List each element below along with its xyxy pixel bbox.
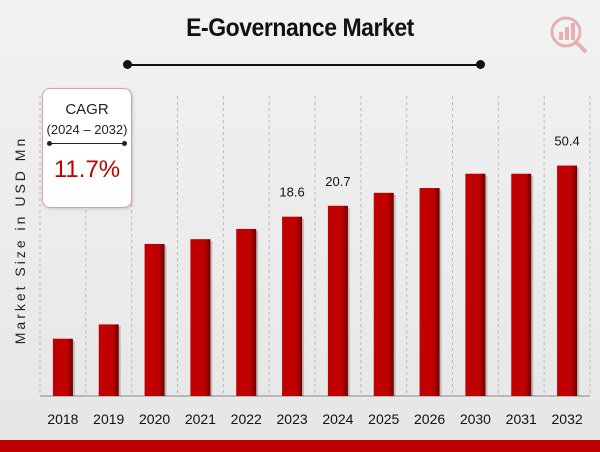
bar-2021 [190,239,211,396]
chart-title: E-Governance Market [186,14,414,42]
bar-2024 [327,205,348,396]
x-tick-label: 2020 [139,411,170,427]
brand-logo-icon [550,16,587,53]
data-label-2032: 50.4 [554,134,579,149]
x-tick-label: 2021 [185,411,216,427]
x-tick-label: 2019 [93,411,124,427]
cagr-period: (2024 – 2032) [46,122,128,137]
x-tick-label: 2018 [47,411,78,427]
x-tick-label: 2025 [368,411,399,427]
bar-2030 [465,173,486,396]
bar-2023 [282,216,303,396]
x-tick-label: 2030 [460,411,491,427]
cagr-value: 11.7% [53,156,121,183]
footer-band [0,440,600,452]
cagr-divider [47,141,127,146]
cagr-label: CAGR [65,101,109,118]
title-rule [127,64,481,66]
x-tick-label: 2032 [552,411,583,427]
bar-2025 [373,192,394,396]
bar-2031 [511,173,532,396]
bar-2019 [98,324,119,396]
x-tick-label: 2023 [277,411,308,427]
x-tick-label: 2026 [414,411,445,427]
bar-2026 [419,188,440,396]
cagr-callout: CAGR (2024 – 2032) 11.7% [42,88,132,208]
bar-2032 [557,165,578,396]
title-rule-right-dot [476,60,485,69]
bar-2020 [144,243,165,396]
x-tick-label: 2031 [506,411,537,427]
bar-2022 [236,228,257,396]
bar-chart: 2018 2019 2020 2021 2022 2023 18.6 2024 20.7 2025… [39,96,591,427]
title-rule-left-dot [123,60,132,69]
x-tick-label: 2024 [322,411,353,427]
data-label-2023: 18.6 [279,185,304,200]
bar-2018 [52,338,73,396]
x-tick-label: 2022 [231,411,262,427]
data-label-2024: 20.7 [325,174,350,189]
